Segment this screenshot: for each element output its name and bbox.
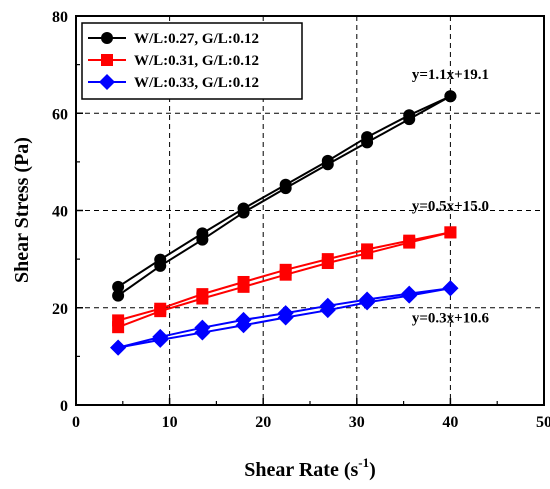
x-tick-label: 20 xyxy=(255,414,271,431)
series-3-point xyxy=(359,291,376,308)
series-3 xyxy=(110,280,459,356)
series-3-point xyxy=(277,305,294,322)
legend-label: W/L:0.27, G/L:0.12 xyxy=(134,31,259,47)
series-3-point xyxy=(152,328,169,345)
series-1-point xyxy=(321,154,334,167)
x-axis-title-end: ) xyxy=(369,459,376,481)
y-tick-label: 60 xyxy=(52,106,68,123)
series-3-point xyxy=(442,280,459,297)
legend-marker xyxy=(101,32,113,44)
legend-label: W/L:0.31, G/L:0.12 xyxy=(134,53,259,69)
series-3-point xyxy=(110,339,127,356)
series-1-point xyxy=(154,253,167,266)
fit-equation-label: y=0.3x+10.6 xyxy=(412,310,490,326)
y-axis-title: Shear Stress (Pa) xyxy=(11,137,33,283)
series-1-point xyxy=(279,178,292,191)
x-axis-title-main: Shear Rate (s xyxy=(244,459,358,481)
series-3-point xyxy=(401,285,418,302)
x-tick-label: 50 xyxy=(536,414,550,431)
series-2-point xyxy=(154,302,167,315)
series-1-point xyxy=(403,109,416,122)
fit-equation-label: y=0.5x+15.0 xyxy=(412,199,489,215)
series-2-point xyxy=(237,275,250,288)
series-3-point xyxy=(194,319,211,336)
series-1 xyxy=(112,90,457,302)
series-layer xyxy=(110,90,459,356)
series-2-point xyxy=(321,253,334,266)
series-1-point xyxy=(361,131,374,144)
axis-ticks: 0 10 20 30 40 50 0 20 40 60 80 xyxy=(52,9,550,431)
series-2-point xyxy=(196,288,209,301)
legend-marker xyxy=(99,74,115,90)
fit-equations: y=1.1x+19.1 y=0.5x+15.0 y=0.3x+10.6 xyxy=(412,67,490,326)
series-2-point xyxy=(361,243,374,256)
fit-equation-label: y=1.1x+19.1 xyxy=(412,67,489,83)
legend: W/L:0.27, G/L:0.12 W/L:0.31, G/L:0.12 W/L:… xyxy=(81,22,303,100)
series-1-point xyxy=(196,227,209,240)
series-3-point xyxy=(235,311,252,328)
series-1-point xyxy=(237,202,250,215)
series-2-point xyxy=(112,314,125,327)
y-tick-label: 80 xyxy=(52,9,68,26)
x-tick-label: 40 xyxy=(442,414,458,431)
series-1-point xyxy=(112,280,125,293)
x-tick-label: 10 xyxy=(162,414,178,431)
series-2 xyxy=(112,226,457,334)
series-1-point xyxy=(444,90,457,103)
x-axis-title: Shear Rate (s-1) xyxy=(244,455,376,481)
legend-label: W/L:0.33, G/L:0.12 xyxy=(134,75,259,91)
series-3-point xyxy=(319,297,336,314)
legend-marker xyxy=(101,54,113,66)
series-2-point xyxy=(279,263,292,276)
series-2-point xyxy=(403,234,416,247)
series-2-point xyxy=(444,226,457,239)
y-tick-label: 0 xyxy=(60,398,68,415)
series-1-point xyxy=(112,289,125,302)
x-tick-label: 0 xyxy=(72,414,80,431)
x-tick-label: 30 xyxy=(349,414,365,431)
y-tick-label: 40 xyxy=(52,204,68,221)
x-axis-title-sup: -1 xyxy=(358,455,369,470)
y-tick-label: 20 xyxy=(52,301,68,318)
